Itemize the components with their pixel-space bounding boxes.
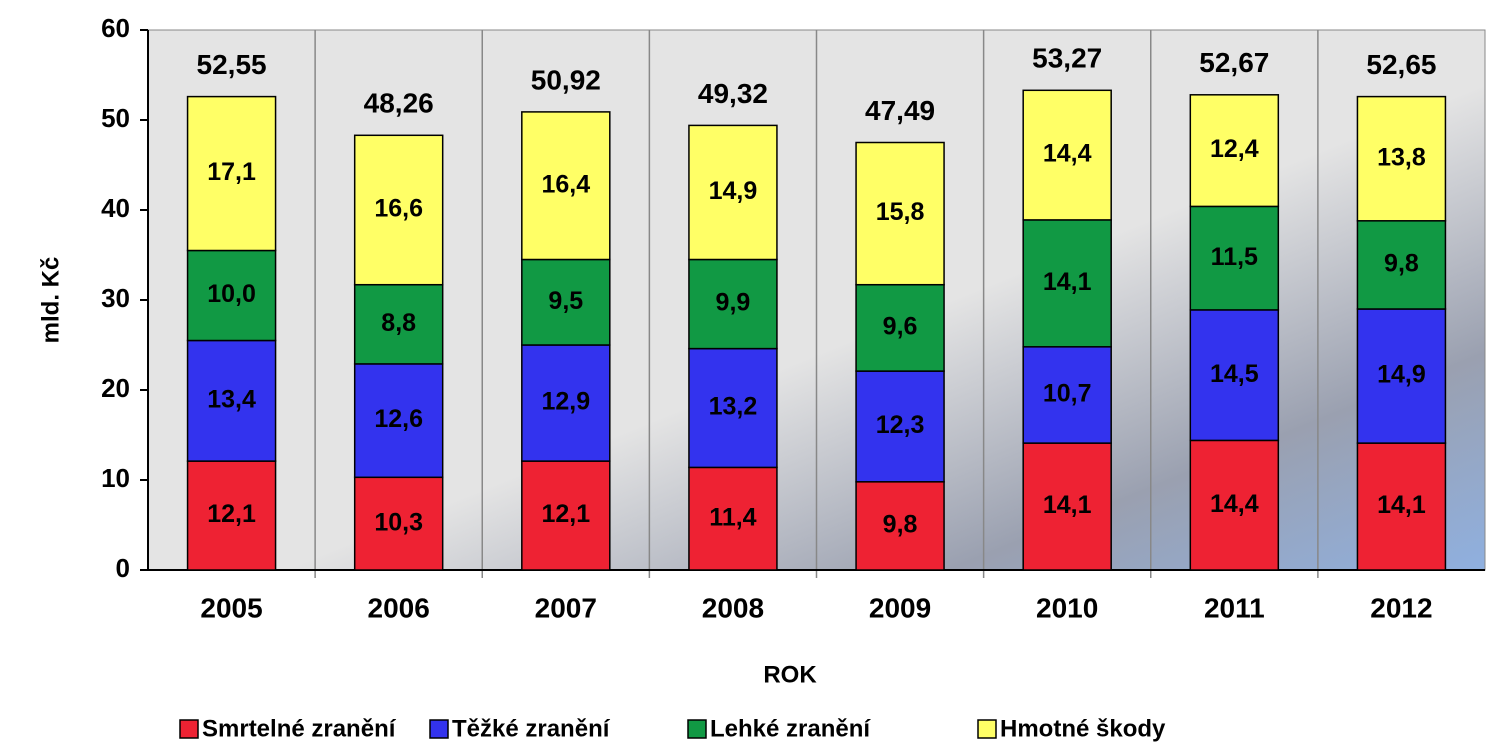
- data-label: 10,7: [1043, 380, 1092, 408]
- data-label: 14,1: [1377, 491, 1426, 519]
- x-tick-label: 2011: [1204, 592, 1265, 623]
- bar-segment: [186, 249, 277, 342]
- bar-segment: [353, 476, 444, 571]
- bar-segment: [1356, 308, 1447, 444]
- y-tick-label: 0: [116, 553, 130, 583]
- data-label: 17,1: [207, 158, 256, 186]
- data-label: 12,1: [541, 500, 590, 528]
- bar-segment: [521, 111, 611, 261]
- data-label: 15,8: [876, 198, 925, 226]
- bar-segment: [1356, 442, 1447, 571]
- x-tick-label: 2006: [368, 592, 430, 623]
- data-label: 12,3: [876, 411, 925, 439]
- bar-segment: [521, 460, 611, 571]
- y-tick-label: 50: [101, 103, 130, 133]
- data-label: 9,8: [1384, 250, 1419, 278]
- data-label: 14,9: [1377, 361, 1426, 389]
- bar-segment: [688, 258, 778, 350]
- total-label: 52,55: [197, 49, 267, 80]
- legend-swatch: [977, 719, 997, 739]
- bar-segment: [688, 347, 778, 469]
- data-label: 13,4: [207, 385, 256, 413]
- bar-segment: [353, 134, 444, 286]
- data-label: 13,2: [709, 393, 758, 421]
- total-label: 52,67: [1199, 47, 1269, 78]
- legend-swatch: [429, 719, 449, 739]
- data-label: 14,9: [709, 177, 758, 205]
- data-label: 12,4: [1210, 135, 1259, 163]
- data-label: 12,9: [541, 388, 590, 416]
- x-tick-label: 2012: [1370, 592, 1432, 623]
- bar-segment: [1189, 205, 1280, 311]
- bar-segment: [1189, 94, 1280, 208]
- data-label: 12,1: [207, 500, 256, 528]
- legend-label: Smrtelné zranění: [202, 715, 397, 742]
- legend-label: Těžké zranění: [452, 715, 611, 742]
- bar-segment: [186, 460, 277, 571]
- bar-segment: [1022, 346, 1112, 444]
- data-label: 10,3: [374, 508, 423, 536]
- total-label: 49,32: [698, 78, 768, 109]
- y-tick-label: 10: [101, 463, 130, 493]
- data-label: 14,1: [1043, 491, 1092, 519]
- total-label: 50,92: [531, 64, 601, 95]
- x-tick-label: 2008: [702, 592, 764, 623]
- y-axis-label: mld. Kč: [37, 257, 64, 344]
- total-label: 52,65: [1366, 49, 1436, 80]
- y-tick-label: 60: [101, 13, 130, 43]
- data-label: 11,5: [1211, 243, 1258, 271]
- total-label: 47,49: [865, 95, 935, 126]
- bar-segment: [1356, 95, 1447, 222]
- y-tick-label: 30: [101, 283, 130, 313]
- x-tick-label: 2010: [1036, 592, 1098, 623]
- bar-segment: [186, 339, 277, 462]
- legend-swatch: [687, 719, 707, 739]
- legend-swatch: [179, 719, 199, 739]
- data-label: 16,6: [374, 195, 423, 223]
- total-label: 48,26: [364, 88, 434, 119]
- x-tick-label: 2005: [200, 592, 262, 623]
- legend-label: Hmotné škody: [1000, 715, 1166, 742]
- bar-segment: [855, 370, 945, 483]
- legend-label: Lehké zranění: [710, 715, 871, 742]
- data-label: 9,6: [883, 313, 918, 341]
- data-label: 9,8: [883, 511, 918, 539]
- bar-segment: [688, 466, 778, 571]
- y-tick-label: 20: [101, 373, 130, 403]
- data-label: 10,0: [207, 280, 256, 308]
- data-label: 14,4: [1043, 140, 1092, 168]
- bar-segment: [1189, 439, 1280, 571]
- data-label: 12,6: [374, 405, 423, 433]
- data-label: 11,4: [709, 503, 756, 531]
- bar-segment: [1356, 220, 1447, 310]
- data-label: 8,8: [381, 309, 416, 337]
- data-label: 14,5: [1210, 360, 1259, 388]
- bar-segment: [855, 141, 945, 286]
- data-label: 13,8: [1377, 143, 1426, 171]
- bar-segment: [521, 258, 611, 346]
- data-label: 14,1: [1043, 268, 1092, 296]
- bar-segment: [186, 95, 277, 252]
- data-label: 16,4: [541, 170, 590, 198]
- bar-segment: [353, 283, 444, 365]
- total-label: 53,27: [1032, 43, 1102, 74]
- bar-segment: [1022, 89, 1112, 221]
- data-label: 9,5: [548, 287, 583, 315]
- x-tick-label: 2009: [869, 592, 931, 623]
- y-tick-label: 40: [101, 193, 130, 223]
- data-label: 14,4: [1210, 490, 1259, 518]
- x-axis-label: ROK: [763, 661, 817, 688]
- x-tick-label: 2007: [535, 592, 597, 623]
- data-label: 9,9: [716, 289, 751, 317]
- bar-segment: [688, 124, 778, 261]
- bar-segment: [521, 344, 611, 462]
